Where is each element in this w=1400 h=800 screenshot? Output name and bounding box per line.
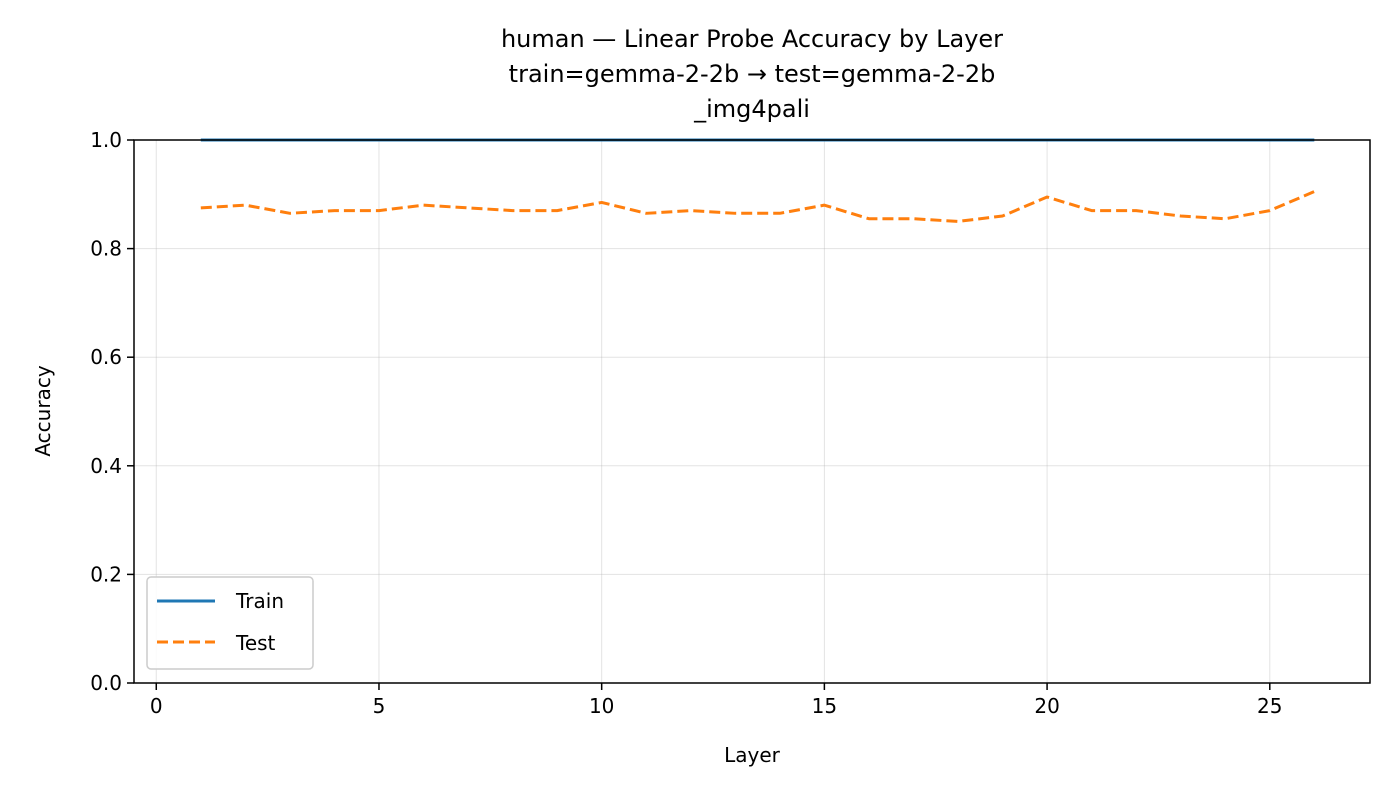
y-tick-label: 0.8 [90, 237, 122, 261]
chart-title-line-2: train=gemma-2-2b → test=gemma-2-2b [509, 60, 996, 88]
x-tick-label: 20 [1034, 694, 1059, 718]
y-tick-label: 0.6 [90, 345, 122, 369]
series-line-test [200, 190, 1315, 223]
legend-box [146, 576, 314, 670]
chart-title-line-1: human — Linear Probe Accuracy by Layer [501, 25, 1003, 53]
legend-label-train: Train [235, 589, 284, 613]
tick-layer: 0 5 10 15 20 25 0.0 0.2 0.4 0.6 0.8 1.0 [90, 128, 1282, 718]
x-tick-label: 5 [373, 694, 386, 718]
legend: Train Test [146, 576, 314, 670]
plot-area [134, 140, 1370, 683]
y-tick-label: 0.4 [90, 454, 122, 478]
y-tick-label: 1.0 [90, 128, 122, 152]
y-axis-label: Accuracy [31, 365, 55, 456]
x-tick-label: 10 [589, 694, 614, 718]
plot-frame [133, 139, 1371, 684]
x-tick-label: 0 [150, 694, 163, 718]
x-tick-label: 15 [812, 694, 837, 718]
y-tick-label: 0.2 [90, 562, 122, 586]
x-axis-label: Layer [724, 743, 781, 767]
chart-title-line-3: _img4pali [693, 95, 810, 123]
x-tick-label: 25 [1257, 694, 1282, 718]
y-tick-label: 0.0 [90, 671, 122, 695]
legend-label-test: Test [235, 631, 276, 655]
